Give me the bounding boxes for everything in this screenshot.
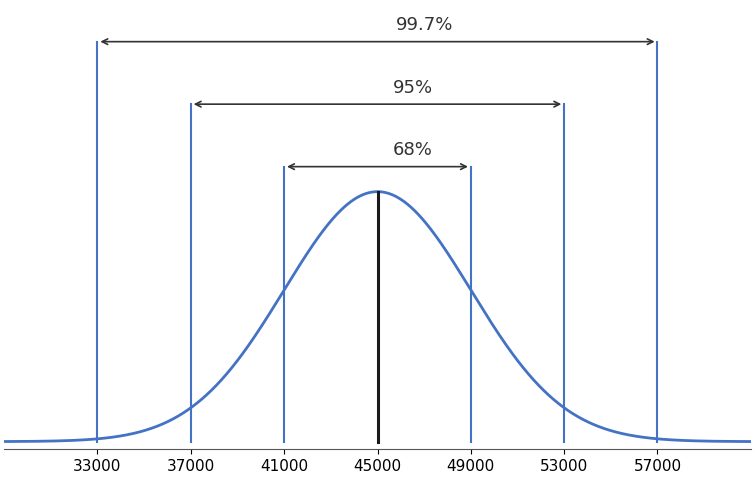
Text: 95%: 95% [393, 79, 433, 97]
Text: 99.7%: 99.7% [396, 16, 453, 34]
Text: 68%: 68% [393, 141, 433, 159]
